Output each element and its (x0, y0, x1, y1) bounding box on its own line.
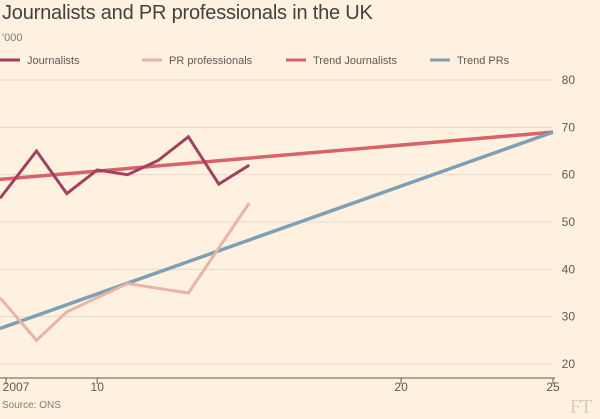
x-tick-label-25: 25 (546, 380, 560, 394)
y-tick-label-30: 30 (562, 310, 576, 324)
series-line-trend-prs (0, 130, 554, 331)
series-line-pr (0, 202, 251, 343)
series-line-journalists (0, 134, 250, 200)
legend-label-trend-prs: Trend PRs (457, 55, 510, 67)
y-tick-label-70: 70 (562, 120, 576, 134)
y-axis-unit-label: '000 (2, 32, 23, 44)
series-line-trend-journalists (0, 130, 554, 182)
y-tick-label-60: 60 (562, 168, 576, 182)
x-tick-label-20: 20 (394, 380, 408, 394)
x-tick-label-10: 10 (91, 380, 105, 394)
legend-label-trend-journalists: Trend Journalists (313, 55, 397, 67)
y-tick-label-50: 50 (562, 215, 576, 229)
x-tick-label-2007: 2007 (3, 380, 30, 394)
y-tick-label-40: 40 (562, 262, 576, 276)
source-note: Source: ONS (2, 400, 61, 411)
legend-label-pr: PR professionals (169, 55, 253, 67)
y-tick-label-20: 20 (562, 357, 576, 371)
y-tick-label-80: 80 (562, 73, 576, 87)
chart-title: Journalists and PR professionals in the … (2, 2, 373, 24)
ft-logo: FT (570, 396, 592, 418)
legend-label-journalists: Journalists (27, 55, 80, 67)
